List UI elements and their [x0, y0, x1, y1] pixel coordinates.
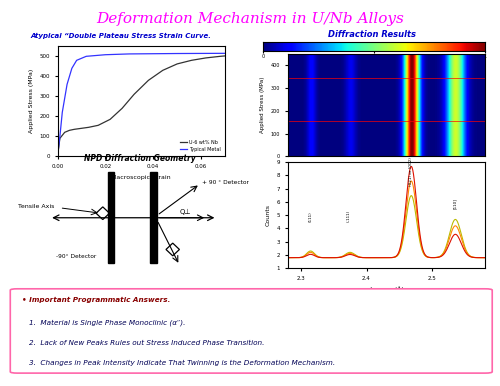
Text: 3.  Changes in Peak Intensity Indicate That Twinning is the Deformation Mechanis: 3. Changes in Peak Intensity Indicate Th… [29, 360, 336, 366]
Text: Atypical “Double Plateau Stress Strain Curve.: Atypical “Double Plateau Stress Strain C… [30, 33, 211, 39]
Text: -90° Detector: -90° Detector [56, 254, 96, 259]
Text: Q⊥: Q⊥ [180, 209, 191, 215]
U-6 wt% Nb [119, 106, 125, 111]
Text: Diffraction Results: Diffraction Results [328, 30, 416, 39]
U-6 wt% Nb [107, 117, 113, 122]
Text: NPD Diffraction Geometry: NPD Diffraction Geometry [84, 154, 196, 163]
Text: (021) or (002): (021) or (002) [410, 157, 414, 186]
U-6 wt% Nb [66, 128, 72, 133]
U-6 wt% Nb [57, 136, 63, 141]
Bar [108, 173, 114, 263]
Typical Metal [222, 51, 228, 56]
U-6 wt% Nb [217, 54, 223, 59]
U-6 wt% Nb [188, 58, 194, 63]
Typical Metal [57, 134, 63, 139]
Line: Typical Metal: Typical Metal [58, 53, 225, 156]
Typical Metal [174, 51, 180, 56]
Typical Metal [74, 58, 80, 63]
Text: • Important Programmatic Answers.: • Important Programmatic Answers. [22, 297, 171, 303]
U-6 wt% Nb [146, 78, 152, 83]
Text: (111): (111) [308, 211, 312, 222]
Text: 2.  Lack of New Peaks Rules out Stress Induced Phase Transition.: 2. Lack of New Peaks Rules out Stress In… [29, 340, 264, 346]
U-6 wt% Nb [174, 62, 180, 66]
Typical Metal [54, 154, 60, 159]
Typical Metal [69, 66, 75, 71]
Text: Deformation Mechanism in U/Nb Alloys: Deformation Mechanism in U/Nb Alloys [96, 12, 404, 26]
U-6 wt% Nb [160, 68, 166, 73]
Text: Tensile Axis: Tensile Axis [18, 204, 55, 209]
U-6 wt% Nb [95, 123, 101, 128]
Text: 1.  Material is Single Phase Monoclinic (α′′).: 1. Material is Single Phase Monoclinic (… [29, 319, 186, 326]
Y-axis label: Applied Stress (MPa): Applied Stress (MPa) [29, 69, 34, 134]
Text: [110]: [110] [454, 198, 458, 208]
Bar [150, 173, 157, 263]
U-6 wt% Nb [78, 126, 84, 130]
Text: + 90 ° Detector: + 90 ° Detector [202, 180, 248, 185]
U-6 wt% Nb [203, 56, 209, 60]
Legend: U-6 wt% Nb, Typical Metal: U-6 wt% Nb, Typical Metal [178, 137, 222, 154]
Typical Metal [64, 82, 70, 86]
Typical Metal [126, 52, 132, 56]
Y-axis label: Counts: Counts [266, 204, 271, 226]
X-axis label: d-space (Å): d-space (Å) [368, 286, 404, 292]
U-6 wt% Nb [71, 127, 77, 132]
X-axis label: Macroscopic Strain: Macroscopic Strain [112, 174, 171, 179]
U-6 wt% Nb [86, 125, 91, 130]
Typical Metal [102, 52, 108, 57]
Y-axis label: Applied Stress (MPa): Applied Stress (MPa) [260, 77, 265, 134]
U-6 wt% Nb [222, 54, 228, 58]
Line: U-6 wt% Nb: U-6 wt% Nb [58, 56, 225, 156]
U-6 wt% Nb [131, 92, 137, 96]
U-6 wt% Nb [54, 154, 60, 159]
Typical Metal [60, 110, 66, 115]
Text: (-111): (-111) [346, 210, 350, 222]
U-6 wt% Nb [62, 130, 68, 135]
FancyBboxPatch shape [10, 289, 492, 373]
Typical Metal [83, 54, 89, 59]
